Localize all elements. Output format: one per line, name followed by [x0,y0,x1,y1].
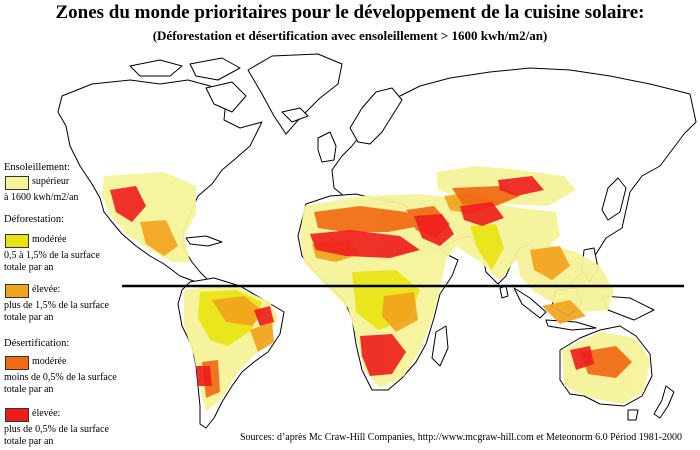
baffin-island [205,81,247,113]
sunshine-zone-north-america [102,172,196,262]
legend-label-desertification-high: élevée: [32,408,61,419]
deforestation-high-amazon [212,296,264,326]
map-subtitle: (Déforestation et désertification avec e… [152,28,548,43]
desertification-high-argentina [196,366,212,386]
desertification-moderate-australia [580,346,632,378]
legend-swatch-desertification-high [5,408,29,422]
legend-desc-desertification-moderate: moins de 0,5% de la surface totale par a… [4,372,117,395]
source-note: Sources: d’après Mc Craw-Hill Companies,… [240,432,683,443]
legend-heading-sunshine: Ensoleillement: [4,162,70,173]
deforestation-high-mexico [140,220,178,256]
legend-swatch-deforestation-moderate [5,234,29,248]
desertification-high-arabia [414,214,454,246]
desertification-high-southern-africa [360,334,406,376]
arctic-island [129,59,183,77]
legend-desc-sunshine: à 1600 kwh/m2/an [4,192,79,203]
cuba-landmass [185,235,223,247]
iceland-landmass [281,107,309,123]
desertification-high-kazakhstan [498,176,544,196]
deforestation-high-southeast-asia [530,246,570,280]
legend-heading-desertification: Désertification: [4,338,70,349]
desertification-high-australia-west [570,346,594,370]
desertification-high-pakistan [460,202,504,226]
legend-swatch-deforestation-high [5,284,29,298]
new-zealand-landmass [653,385,675,419]
java-landmass [545,319,597,331]
legend-desc-deforestation-high: plus de 1,5% de la surface totale par an [4,300,109,323]
desertification-moderate-sahara [314,206,420,232]
desertification-high-sahel [310,230,420,258]
scandinavia-landmass [349,87,403,145]
map-title: Zones du monde prioritaires pour le déve… [55,2,645,23]
legend-desc-desertification-high: plus de 0,5% de la surface totale par an [4,424,109,447]
desertification-high-us-southwest [110,186,146,222]
deforestation-high-brazil-coast [250,322,274,352]
desertification-high-brazil-northeast [254,306,274,326]
deforestation-moderate-india [470,224,504,270]
madagascar-landmass [431,325,449,367]
legend-desc-deforestation-moderate: 0,5 à 1,5% de la surface totale par an [4,250,100,273]
tasmania-landmass [627,409,639,421]
sri-lanka-landmass [499,285,509,299]
legend-swatch-sunshine [5,176,29,190]
greenland-landmass [247,53,343,135]
deforestation-high-east-africa [382,292,418,332]
legend-swatch-desertification-moderate [5,356,29,370]
world-map [57,53,697,429]
arctic-island [189,57,241,81]
japan-landmass [601,177,627,221]
uk-landmass [317,131,337,163]
sumatra-landmass [513,287,547,319]
legend-label-deforestation-moderate: modérée [32,234,67,245]
legend-heading-deforestation: Déforestation: [4,214,65,225]
legend-label-desertification-moderate: modérée [32,356,67,367]
legend-label-sunshine: supérieur [32,176,70,187]
deforestation-high-indonesia [542,300,586,324]
legend-label-deforestation-high: élevée: [32,284,61,295]
